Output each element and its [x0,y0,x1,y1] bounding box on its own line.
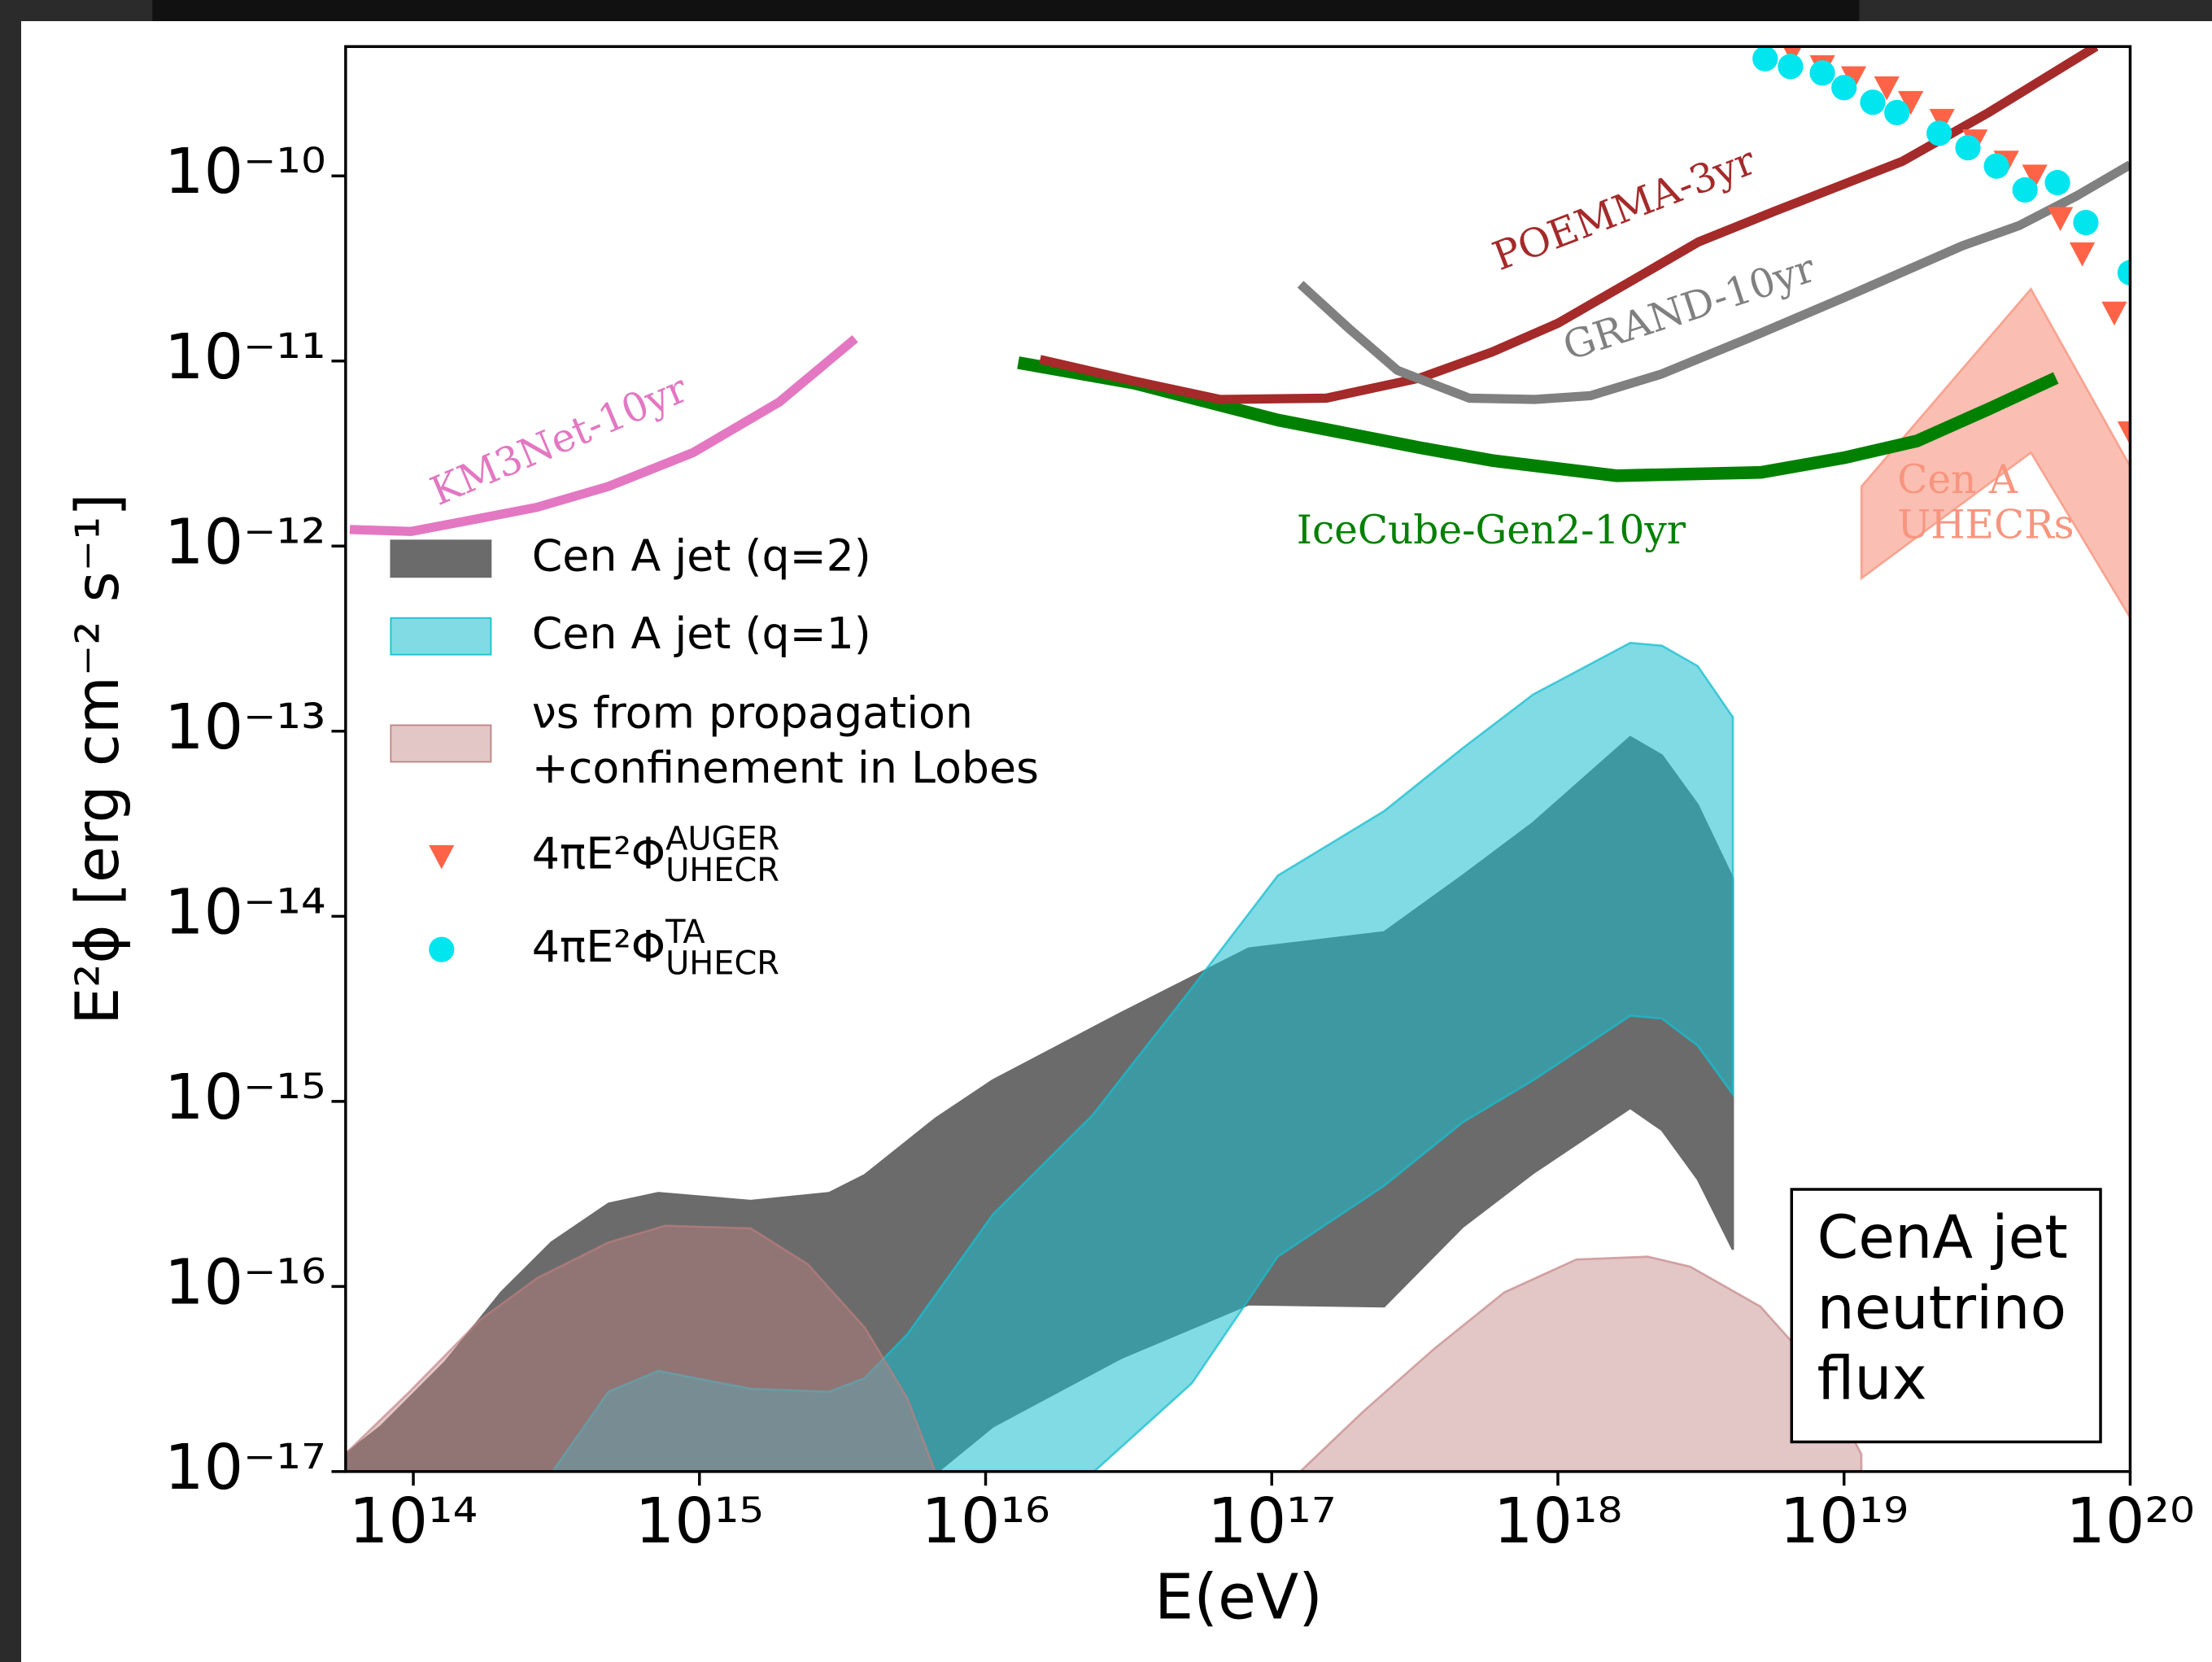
scatter-point [1809,60,1835,85]
x-tick-label: 10²⁰ [2066,1485,2194,1557]
x-tick-label: 10¹⁴ [349,1485,478,1557]
y-tick-label: 10⁻¹² [164,505,326,578]
x-tick-label: 10¹⁶ [921,1485,1049,1557]
scatter-point [429,937,454,962]
scatter-point [1752,46,1778,72]
legend-swatch [390,725,491,761]
legend-label: Cen A jet (q=2) [532,530,871,581]
scatter-point [2073,210,2098,235]
y-tick-label: 10⁻¹⁵ [164,1061,326,1133]
legend-swatch [390,540,491,577]
series-annotation: IceCube-Gen2-10yr [1297,508,1686,553]
y-tick-label: 10⁻¹¹ [164,321,326,393]
y-tick-label: 10⁻¹⁷ [164,1431,326,1503]
x-tick-label: 10¹⁹ [1780,1485,1909,1557]
x-tick-label: 10¹⁵ [635,1485,764,1557]
y-tick-label: 10⁻¹⁶ [164,1245,326,1318]
x-tick-label: 10¹⁸ [1494,1485,1622,1557]
y-tick-label: 10⁻¹⁴ [164,875,326,948]
scatter-point [1778,54,1803,79]
scatter-point [1983,154,2009,179]
scatter-point [1884,100,1909,125]
scatter-point [2013,177,2038,203]
legend-label: Cen A jet (q=1) [532,608,871,659]
y-axis-label: E²ϕ [erg cm⁻² s⁻¹] [63,493,133,1024]
scatter-point [1926,120,1952,146]
chart: 10¹⁴ 10¹⁵ 10¹⁶ 10¹⁷ 10¹⁸ 10¹⁹ 10²⁰ 10⁻¹⁰ 10⁻¹¹ 10… [0,0,2212,1662]
starfield-strip [152,0,1859,21]
x-tick-label: 10¹⁷ [1207,1485,1336,1557]
legend-swatch [390,618,491,655]
scatter-point [1831,75,1856,100]
scatter-point [2044,170,2070,195]
scatter-point [1955,135,1980,160]
y-tick-label: 10⁻¹³ [164,691,326,763]
y-tick-label: 10⁻¹⁰ [164,135,326,207]
x-axis-label: E(eV) [1154,1560,1323,1633]
scatter-point [1860,89,1885,115]
